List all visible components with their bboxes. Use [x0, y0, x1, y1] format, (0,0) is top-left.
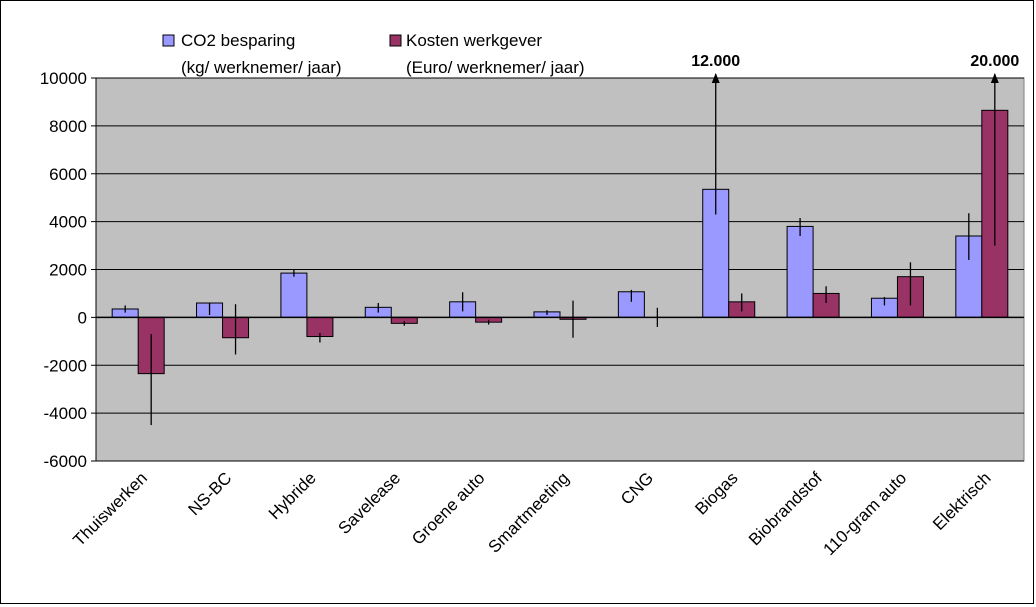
y-tick-label: 10000 — [40, 69, 87, 88]
legend: CO2 besparing (kg/ werknemer/ jaar) Kost… — [162, 31, 585, 77]
x-axis: Thuiswerken NS-BC Hybride Savelease Groene a… — [69, 468, 994, 559]
bar — [955, 235, 983, 318]
y-axis: 10000 8000 6000 4000 2000 0 -2000 -4000 -6000 — [40, 69, 97, 471]
callouts: 12.000 20.000 — [691, 53, 1019, 83]
gridlines — [96, 77, 1024, 462]
y-tick-label: 0 — [78, 308, 87, 327]
legend-swatch-co2 — [162, 34, 175, 47]
x-category-label: Biogas — [691, 468, 741, 518]
legend-swatch-kosten — [389, 34, 402, 47]
x-category-label: Biobrandstof — [745, 468, 826, 549]
x-category-label: NS-BC — [185, 468, 236, 519]
y-tick-label: -6000 — [44, 452, 87, 471]
y-tick-label: 4000 — [49, 213, 87, 232]
bar — [280, 272, 308, 318]
y-tick-label: 6000 — [49, 165, 87, 184]
bar — [786, 225, 814, 318]
x-category-label: Elektrisch — [929, 468, 995, 534]
x-category-label: Hybride — [265, 468, 320, 523]
x-category-label: Smartmeeting — [485, 468, 573, 556]
x-category-label: Savelease — [335, 468, 405, 538]
y-tick-label: 2000 — [49, 261, 87, 280]
x-category-label: 110-gram auto — [820, 468, 911, 559]
callout-label: 20.000 — [970, 53, 1019, 70]
error-bars — [124, 78, 996, 426]
y-tick-label: -2000 — [44, 356, 87, 375]
x-category-label: CNG — [617, 468, 657, 508]
legend-label-co2-line2: (kg/ werknemer/ jaar) — [181, 58, 342, 77]
y-tick-label: 8000 — [49, 117, 87, 136]
legend-label-co2-line1: CO2 besparing — [181, 31, 295, 50]
x-category-label: Thuiswerken — [69, 468, 151, 550]
x-category-label: Groene auto — [408, 468, 488, 548]
y-tick-label: -4000 — [44, 404, 87, 423]
legend-label-kosten-line1: Kosten werkgever — [406, 31, 542, 50]
callout-label: 12.000 — [691, 53, 740, 70]
legend-label-kosten-line2: (Euro/ werknemer/ jaar) — [406, 58, 585, 77]
bars — [111, 109, 1009, 375]
